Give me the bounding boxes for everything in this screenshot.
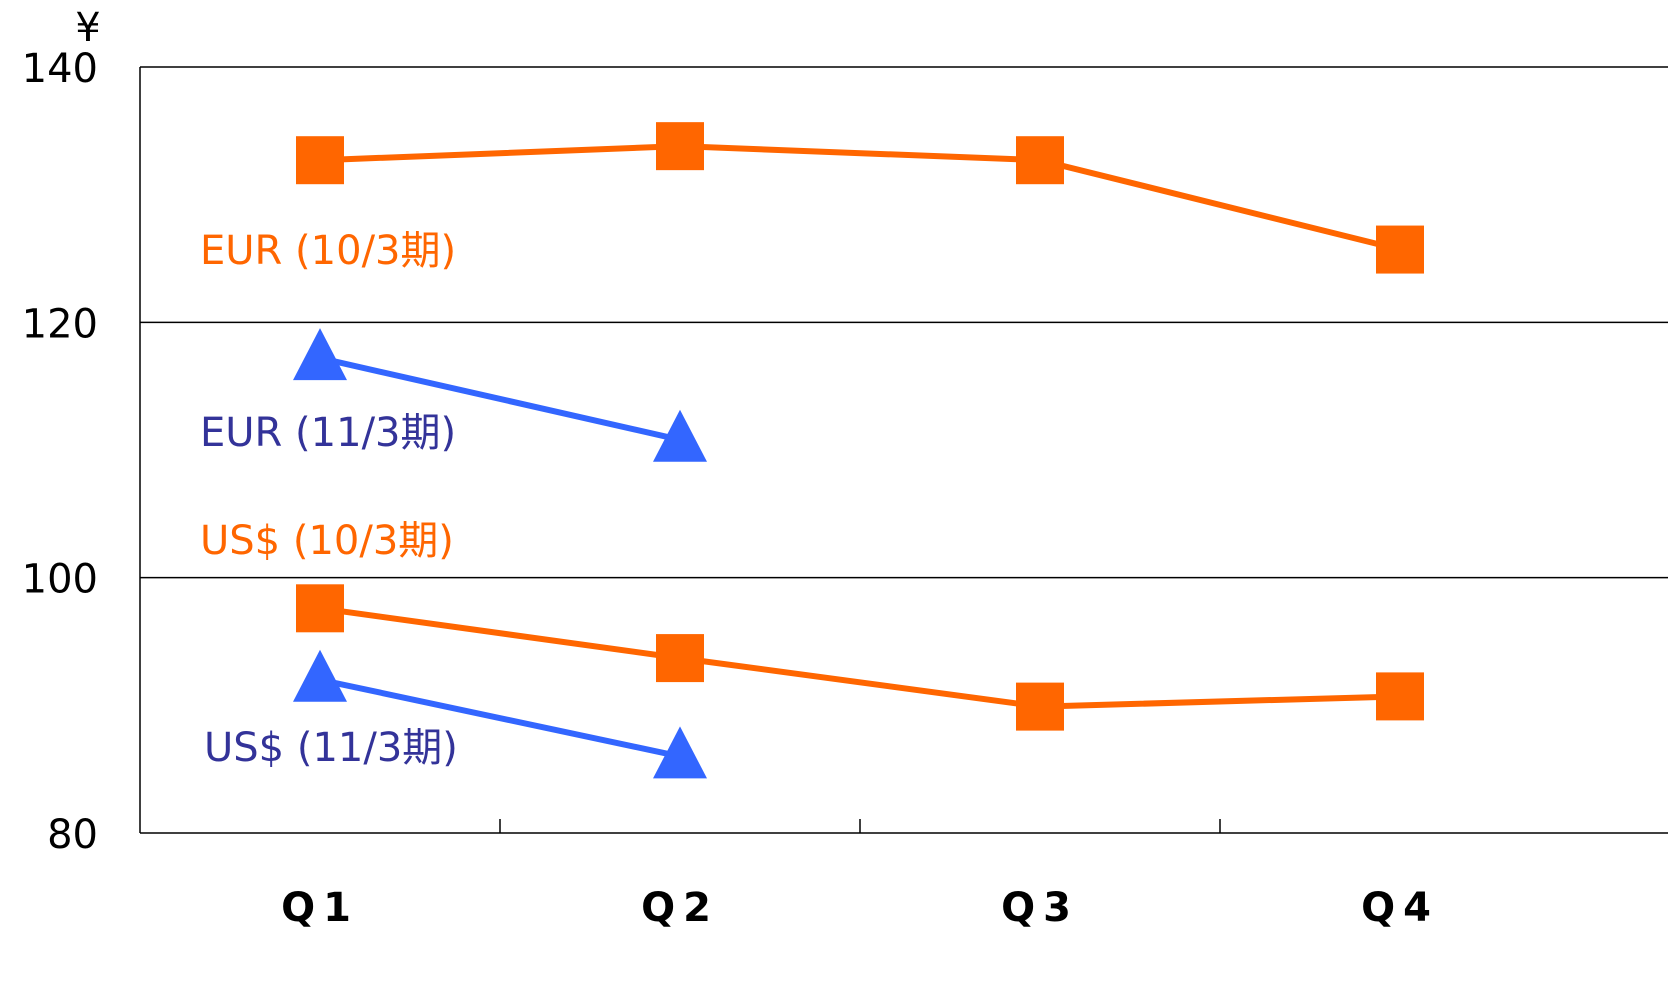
- marker: [1376, 225, 1424, 274]
- series-line: [319, 605, 1401, 710]
- marker: [653, 726, 707, 779]
- marker: [656, 122, 704, 171]
- marker: [293, 328, 347, 381]
- x-tick-label: Q2: [641, 885, 719, 931]
- series-label: EUR (10/3期): [200, 228, 456, 274]
- marker: [1016, 136, 1064, 185]
- marker: [1016, 682, 1064, 731]
- marker: [296, 584, 344, 633]
- x-tick-label: Q3: [1001, 885, 1079, 931]
- series-line: [319, 143, 1401, 253]
- y-tick-label: 140: [22, 46, 98, 92]
- y-tick-label: 80: [47, 812, 98, 858]
- marker: [296, 136, 344, 185]
- marker: [653, 409, 707, 462]
- y-tick-label: 120: [22, 301, 98, 347]
- series-line: [319, 676, 681, 760]
- x-tick-label: Q1: [281, 885, 359, 931]
- x-tick-label: Q4: [1361, 885, 1439, 931]
- series-label: EUR (11/3期): [200, 410, 456, 456]
- marker: [293, 649, 347, 702]
- series-label: US$ (11/3期): [204, 725, 458, 771]
- series-line: [319, 355, 681, 443]
- series-label: US$ (10/3期): [200, 518, 454, 564]
- y-unit: ¥: [75, 5, 100, 51]
- y-tick-label: 100: [22, 557, 98, 603]
- marker: [1376, 672, 1424, 721]
- marker: [656, 634, 704, 683]
